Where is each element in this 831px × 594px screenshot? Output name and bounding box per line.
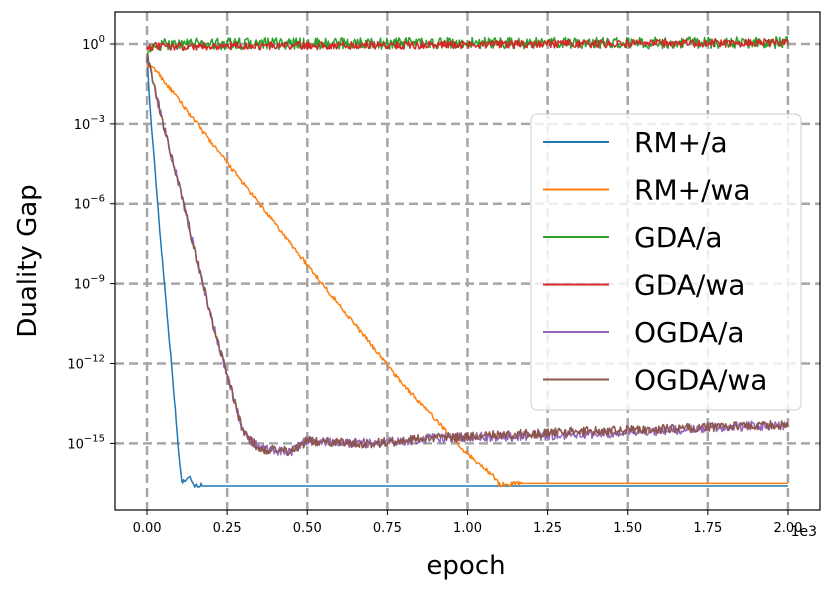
legend-label-ogda-wa: OGDA/wa xyxy=(634,364,767,397)
x-tick-label: 2.00 xyxy=(773,521,802,536)
x-tick-label: 1.00 xyxy=(453,521,482,536)
y-tick-label: 10−12 xyxy=(67,354,105,373)
y-axis-label: Duality Gap xyxy=(13,184,43,337)
series-group xyxy=(146,36,789,488)
x-tick-label: 1.25 xyxy=(533,521,562,536)
y-tick-label: 100 xyxy=(82,34,105,53)
legend-label-gda-wa: GDA/wa xyxy=(634,269,745,302)
legend-label-rm-a: RM+/a xyxy=(634,126,728,159)
legend-label-ogda-a: OGDA/a xyxy=(634,316,745,349)
y-tick-label: 10−6 xyxy=(74,194,105,213)
x-axis-label: epoch xyxy=(426,551,505,581)
series-line-ogda-wa xyxy=(146,54,789,456)
grid xyxy=(115,12,820,510)
legend-label-rm-wa: RM+/wa xyxy=(634,174,751,207)
series-line-rm-wa xyxy=(146,62,788,488)
x-tick-label: 1.50 xyxy=(613,521,642,536)
x-tick-label: 0.75 xyxy=(373,521,402,536)
series-line-ogda-a xyxy=(146,56,789,457)
legend: RM+/a RM+/wa GDA/a GDA/wa OGDA/a OGDA/wa xyxy=(530,113,802,411)
y-ticks: 100 10−3 10−6 10−9 10−12 10−15 xyxy=(67,34,115,452)
y-tick-label: 10−9 xyxy=(74,274,105,293)
x-ticks: 0.00 0.25 0.50 0.75 1.00 1.25 1.50 1.75 2.00 xyxy=(133,510,802,536)
x-offset-label: 1e3 xyxy=(791,524,817,540)
series-line-gda-wa xyxy=(146,38,789,52)
x-tick-label: 0.25 xyxy=(213,521,242,536)
y-tick-label: 10−3 xyxy=(74,114,105,133)
legend-box xyxy=(530,113,802,411)
x-tick-label: 1.75 xyxy=(693,521,722,536)
y-tick-label: 10−15 xyxy=(67,433,105,452)
x-tick-label: 0.00 xyxy=(133,521,162,536)
x-tick-label: 0.50 xyxy=(293,521,322,536)
legend-label-gda-a: GDA/a xyxy=(634,221,723,254)
series-line-rm-a xyxy=(146,59,788,488)
